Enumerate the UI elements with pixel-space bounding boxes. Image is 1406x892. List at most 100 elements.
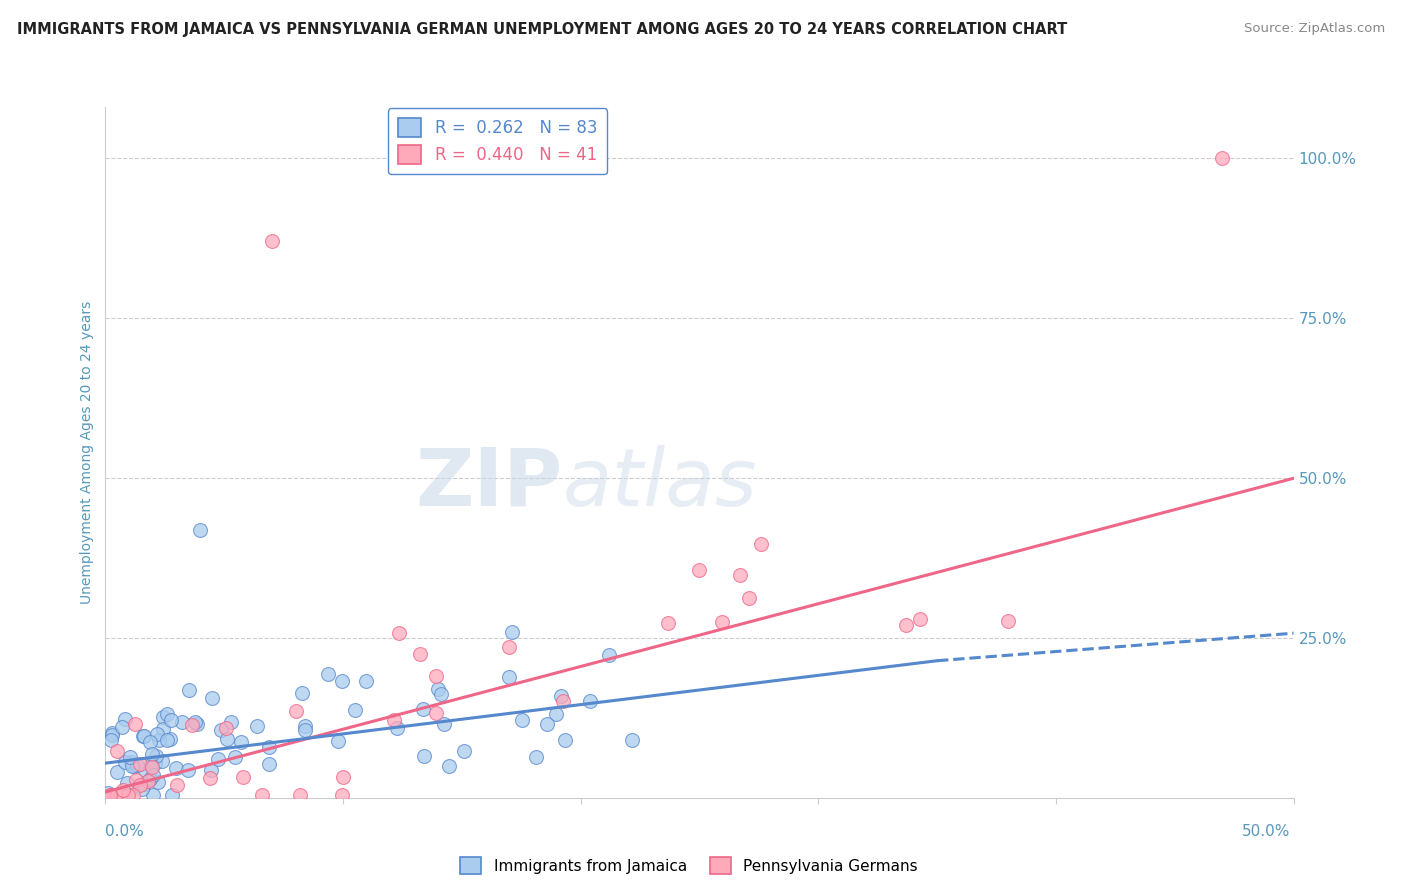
Point [139, 758, 162, 772]
Point [412, 702, 434, 716]
Point [330, 788, 353, 802]
Text: 0.0%: 0.0% [105, 824, 145, 838]
Point [121, 788, 143, 802]
Text: Source: ZipAtlas.com: Source: ZipAtlas.com [1244, 22, 1385, 36]
Point [125, 758, 148, 772]
Point [620, 733, 643, 747]
Point [894, 618, 917, 632]
Point [425, 669, 447, 683]
Point [186, 716, 208, 731]
Point [200, 764, 222, 778]
Point [156, 706, 179, 721]
Point [121, 759, 143, 773]
Point [384, 713, 406, 727]
Point [738, 591, 761, 606]
Point [150, 754, 173, 768]
Point [105, 788, 128, 802]
Point [246, 719, 269, 733]
Y-axis label: Unemployment Among Ages 20 to 24 years: Unemployment Among Ages 20 to 24 years [80, 301, 94, 604]
Point [152, 722, 174, 736]
Point [409, 647, 432, 661]
Point [159, 732, 181, 747]
Point [598, 648, 620, 662]
Point [111, 783, 134, 797]
Legend: Immigrants from Jamaica, Pennsylvania Germans: Immigrants from Jamaica, Pennsylvania Ge… [454, 851, 924, 880]
Point [260, 235, 283, 249]
Legend: R =  0.262   N = 83, R =  0.440   N = 41: R = 0.262 N = 83, R = 0.440 N = 41 [388, 109, 607, 174]
Point [142, 788, 165, 802]
Point [728, 568, 751, 582]
Point [749, 537, 772, 551]
Point [101, 726, 124, 740]
Point [498, 640, 520, 654]
Point [145, 748, 167, 763]
Point [139, 735, 162, 749]
Point [426, 682, 449, 697]
Point [294, 723, 316, 738]
Text: ZIP: ZIP [416, 445, 562, 523]
Point [134, 764, 156, 778]
Point [224, 750, 246, 764]
Point [425, 706, 447, 720]
Point [510, 713, 533, 727]
Point [229, 735, 252, 749]
Point [114, 755, 136, 769]
Point [536, 717, 558, 731]
Point [908, 612, 931, 626]
Point [145, 727, 167, 741]
Point [657, 616, 679, 631]
Point [544, 707, 567, 722]
Point [177, 763, 200, 777]
Point [250, 788, 273, 802]
Point [550, 689, 572, 703]
Point [129, 756, 152, 771]
Point [688, 563, 710, 577]
Point [115, 776, 138, 790]
Point [354, 674, 377, 689]
Point [316, 667, 339, 681]
Point [142, 768, 165, 782]
Point [498, 670, 520, 684]
Point [413, 749, 436, 764]
Point [1211, 151, 1233, 165]
Point [432, 716, 454, 731]
Text: atlas: atlas [562, 445, 758, 523]
Point [122, 759, 145, 773]
Point [134, 777, 156, 791]
Point [100, 732, 122, 747]
Point [114, 712, 136, 726]
Point [165, 761, 187, 775]
Point [136, 773, 159, 788]
Point [146, 774, 169, 789]
Point [179, 682, 201, 697]
Point [145, 756, 167, 770]
Point [217, 732, 239, 747]
Point [343, 703, 366, 717]
Point [120, 755, 142, 769]
Point [578, 694, 600, 708]
Point [385, 721, 408, 735]
Point [232, 770, 254, 784]
Point [97, 786, 120, 800]
Point [105, 764, 128, 779]
Point [439, 759, 461, 773]
Point [111, 720, 134, 734]
Point [388, 626, 411, 640]
Point [124, 716, 146, 731]
Point [125, 772, 148, 787]
Point [332, 770, 354, 784]
Text: 50.0%: 50.0% [1243, 824, 1291, 838]
Point [188, 523, 211, 537]
Point [551, 694, 574, 708]
Point [198, 771, 221, 785]
Point [100, 728, 122, 742]
Point [152, 710, 174, 724]
Point [129, 778, 152, 792]
Point [221, 714, 243, 729]
Point [132, 729, 155, 743]
Point [118, 750, 141, 764]
Point [131, 782, 153, 797]
Point [524, 750, 547, 764]
Point [160, 713, 183, 727]
Point [156, 733, 179, 747]
